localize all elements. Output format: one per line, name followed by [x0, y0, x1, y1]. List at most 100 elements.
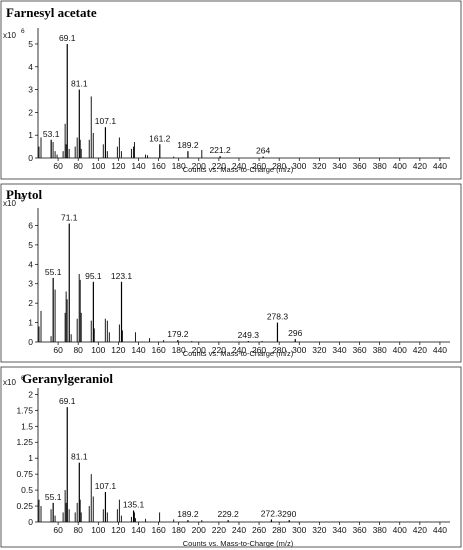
x-tick-label: 80: [73, 345, 83, 355]
x-tick-label: 60: [53, 345, 63, 355]
x-tick-label: 60: [53, 161, 63, 171]
peak-label: 221.2: [209, 145, 231, 155]
peak-labels: 55.1 71.1 95.1 123.1 179.2 249.3 278.3 296: [45, 213, 303, 340]
peak-label: 296: [288, 328, 302, 338]
x-axis-title: Counts vs. Mass-to-Charge (m/z): [183, 539, 294, 548]
x-tick-label: 160: [151, 161, 165, 171]
x-tick-label: 320: [312, 345, 326, 355]
x-tick-label: 380: [373, 345, 387, 355]
x-tick-label: 440: [433, 161, 447, 171]
y-tick-label: 0.75: [16, 469, 33, 479]
y-tick-label: 2: [28, 298, 33, 308]
x-tick-label: 220: [212, 161, 226, 171]
peak-label: 69.1: [59, 396, 76, 406]
x-tick-label: 440: [433, 345, 447, 355]
x-axis-ticks: 60 80 100 120 140 160 180 200 220 240 260 280 300 320…: [53, 522, 447, 535]
x-tick-label: 220: [212, 525, 226, 535]
x-tick-label: 320: [312, 161, 326, 171]
panel-border: [0, 0, 462, 180]
peak-label: 81.1: [71, 452, 88, 462]
spectrum-panel-phytol: Phytol x10 5 0 1 2 3 4 5 6 60 80 100 120 140 160 180…: [0, 183, 462, 363]
x-tick-label: 340: [332, 525, 346, 535]
x-tick-label: 340: [332, 161, 346, 171]
peak-label: 107.1: [95, 481, 117, 491]
x-tick-label: 440: [433, 525, 447, 535]
y-tick-label: 1.75: [16, 405, 33, 415]
x-tick-label: 360: [352, 525, 366, 535]
spectrum-panel-geranylgeraniol: Geranylgeraniol x10 6 0 0.25 0.5 0.75 1 1.25 1…: [0, 366, 462, 548]
x-tick-label: 120: [111, 161, 125, 171]
x-tick-label: 120: [111, 345, 125, 355]
y-axis-ticks: 0 0.25 0.5 0.75 1 1.25 1.5 1.75 2: [16, 389, 38, 527]
compound-title: Phytol: [6, 187, 43, 202]
y-tick-label: 0: [28, 517, 33, 527]
x-tick-label: 420: [413, 525, 427, 535]
x-tick-label: 340: [332, 345, 346, 355]
y-tick-label: 1: [28, 130, 33, 140]
y-multiplier: x10: [3, 199, 16, 208]
panel-border: [0, 183, 462, 363]
y-tick-label: 0.25: [16, 501, 33, 511]
x-tick-label: 280: [272, 525, 286, 535]
y-axis-ticks: 0 1 2 3 4 5 6: [28, 220, 38, 347]
peak-labels: 53.1 69.1 81.1 107.1 161.2 189.2 221.2 264: [43, 33, 271, 156]
y-tick-label: 5: [28, 39, 33, 49]
y-tick-label: 5: [28, 240, 33, 250]
y-multiplier: x10: [3, 31, 16, 40]
y-multiplier-exponent: 5: [21, 196, 25, 203]
peak-label: 161.2: [149, 133, 171, 143]
peak-label: 95.1: [85, 271, 102, 281]
x-tick-label: 380: [373, 525, 387, 535]
y-tick-label: 1: [28, 318, 33, 328]
spectrum-bars: [38, 223, 296, 342]
x-tick-label: 100: [91, 161, 105, 171]
x-tick-label: 140: [131, 161, 145, 171]
x-tick-label: 380: [373, 161, 387, 171]
x-tick-label: 260: [252, 161, 266, 171]
peak-label: 69.1: [59, 33, 76, 43]
x-tick-label: 300: [292, 161, 306, 171]
spectrum-bars: [38, 407, 290, 522]
x-tick-label: 180: [172, 345, 186, 355]
x-axis-ticks: 60 80 100 120 140 160 180 200 220 240 260 280 300 320…: [53, 158, 447, 171]
y-tick-label: 2: [28, 389, 33, 399]
peak-labels: 55.1 69.1 81.1 107.1 135.1 189.2 229.2 272.3 290: [45, 396, 297, 519]
x-tick-label: 100: [91, 525, 105, 535]
peak-label: 272.3: [261, 508, 283, 518]
x-axis-title: Counts vs. Mass-to-Charge (m/z): [183, 165, 294, 174]
x-tick-label: 80: [73, 161, 83, 171]
x-tick-label: 360: [352, 345, 366, 355]
spectrum-bars: [38, 43, 264, 158]
x-tick-label: 420: [413, 345, 427, 355]
spectrum-panel-farnesyl-acetate: Farnesyl acetate x10 6 0 1 2 3 4 5 60 80 100 120…: [0, 0, 462, 180]
peak-label: 55.1: [45, 267, 62, 277]
x-tick-label: 280: [272, 161, 286, 171]
y-tick-label: 2: [28, 107, 33, 117]
x-tick-label: 140: [131, 345, 145, 355]
x-tick-label: 260: [252, 345, 266, 355]
x-tick-label: 80: [73, 525, 83, 535]
y-axis-ticks: 0 1 2 3 4 5: [28, 39, 38, 163]
peak-label: 55.1: [45, 492, 62, 502]
y-tick-label: 4: [28, 62, 33, 72]
x-tick-label: 360: [352, 161, 366, 171]
x-tick-label: 160: [151, 525, 165, 535]
x-tick-label: 60: [53, 525, 63, 535]
y-tick-label: 6: [28, 220, 33, 230]
y-tick-label: 0: [28, 337, 33, 347]
x-tick-label: 280: [272, 345, 286, 355]
x-tick-label: 400: [393, 525, 407, 535]
x-tick-label: 120: [111, 525, 125, 535]
x-tick-label: 420: [413, 161, 427, 171]
x-tick-label: 240: [232, 525, 246, 535]
y-multiplier-exponent: 6: [21, 375, 25, 382]
x-axis-title: Counts vs. Mass-to-Charge (m/z): [183, 349, 294, 358]
x-tick-label: 200: [192, 161, 206, 171]
x-tick-label: 200: [192, 345, 206, 355]
peak-label: 53.1: [43, 129, 60, 139]
peak-label: 71.1: [61, 213, 78, 223]
peak-label: 264: [256, 146, 270, 156]
peak-label: 135.1: [123, 500, 145, 510]
y-tick-label: 4: [28, 259, 33, 269]
